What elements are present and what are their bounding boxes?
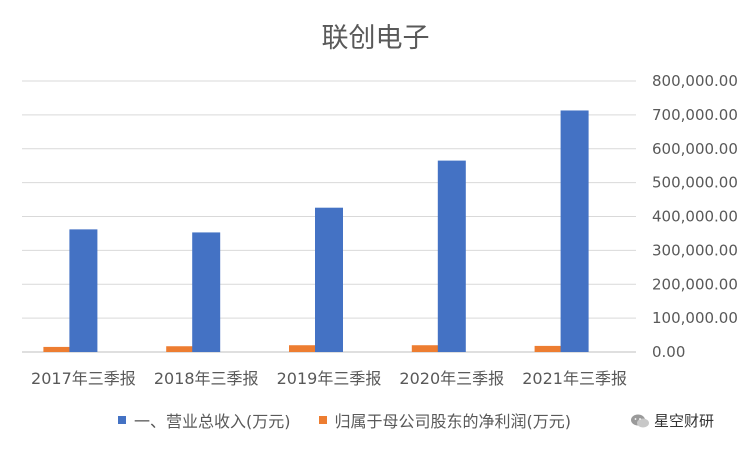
y-tick-label: 200,000.00: [652, 275, 738, 293]
bar-revenue: [437, 160, 466, 352]
legend-item-revenue: 一、营业总收入(万元): [118, 408, 291, 432]
x-tick-label: 2020年三季报: [399, 369, 504, 388]
y-tick-label: 500,000.00: [652, 174, 738, 192]
x-tick-label: 2021年三季报: [522, 369, 627, 388]
bar-net-profit: [289, 345, 317, 352]
bar-revenue: [315, 207, 343, 352]
bar-net-profit: [411, 345, 440, 352]
bar-revenue: [560, 110, 589, 352]
y-tick-label: 800,000.00: [652, 72, 738, 90]
chart-title: 联创电子: [321, 23, 430, 54]
bar-revenue: [192, 232, 221, 352]
y-tick-label: 100,000.00: [652, 309, 738, 327]
y-tick-label: 600,000.00: [652, 140, 738, 158]
legend-item-net-profit: 归属于母公司股东的净利润(万元): [318, 408, 572, 432]
legend: 一、营业总收入(万元) 归属于母公司股东的净利润(万元): [118, 408, 599, 432]
y-tick-label: 0.00: [652, 343, 685, 361]
bar-revenue: [69, 229, 98, 352]
y-tick-label: 700,000.00: [652, 106, 738, 124]
x-tick-label: 2017年三季报: [31, 369, 136, 388]
y-tick-label: 400,000.00: [652, 208, 738, 226]
legend-label-net-profit: 归属于母公司股东的净利润(万元): [334, 412, 572, 431]
legend-label-revenue: 一、营业总收入(万元): [134, 412, 291, 431]
bar-net-profit: [534, 345, 563, 352]
wechat-icon: [631, 414, 649, 427]
legend-swatch-net-profit: [318, 416, 327, 424]
bar-net-profit: [166, 346, 195, 352]
x-tick-label: 2018年三季报: [154, 369, 259, 388]
x-tick-label: 2019年三季报: [277, 369, 382, 388]
bar-net-profit: [43, 346, 72, 352]
legend-swatch-revenue: [118, 416, 126, 424]
watermark-text: 星空财研: [654, 412, 715, 430]
y-tick-label: 300,000.00: [652, 241, 738, 259]
watermark: 星空财研: [628, 410, 717, 431]
